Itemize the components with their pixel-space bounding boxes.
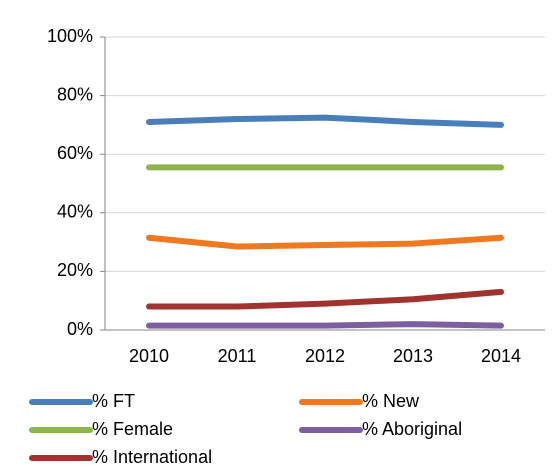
line-series [146, 288, 504, 310]
line-series [146, 114, 504, 128]
legend-label: % Aboriginal [362, 419, 462, 439]
y-tick-label: 40% [57, 202, 93, 222]
y-tick-label: 60% [57, 143, 93, 163]
legend-label: % International [92, 447, 212, 467]
y-tick-label: 20% [57, 260, 93, 280]
y-tick-label: 0% [67, 319, 93, 339]
y-tick-label: 80% [57, 84, 93, 104]
legend-label: % New [362, 391, 420, 411]
y-tick-label: 100% [47, 26, 93, 46]
legend-label: % FT [92, 391, 135, 411]
x-tick-label: 2013 [393, 346, 433, 366]
line-series [146, 234, 504, 250]
x-tick-label: 2014 [481, 346, 521, 366]
line-series [146, 321, 504, 329]
legend-label: % Female [92, 419, 173, 439]
x-tick-label: 2011 [218, 346, 257, 366]
x-tick-label: 2012 [305, 346, 345, 366]
x-tick-label: 2010 [129, 346, 169, 366]
